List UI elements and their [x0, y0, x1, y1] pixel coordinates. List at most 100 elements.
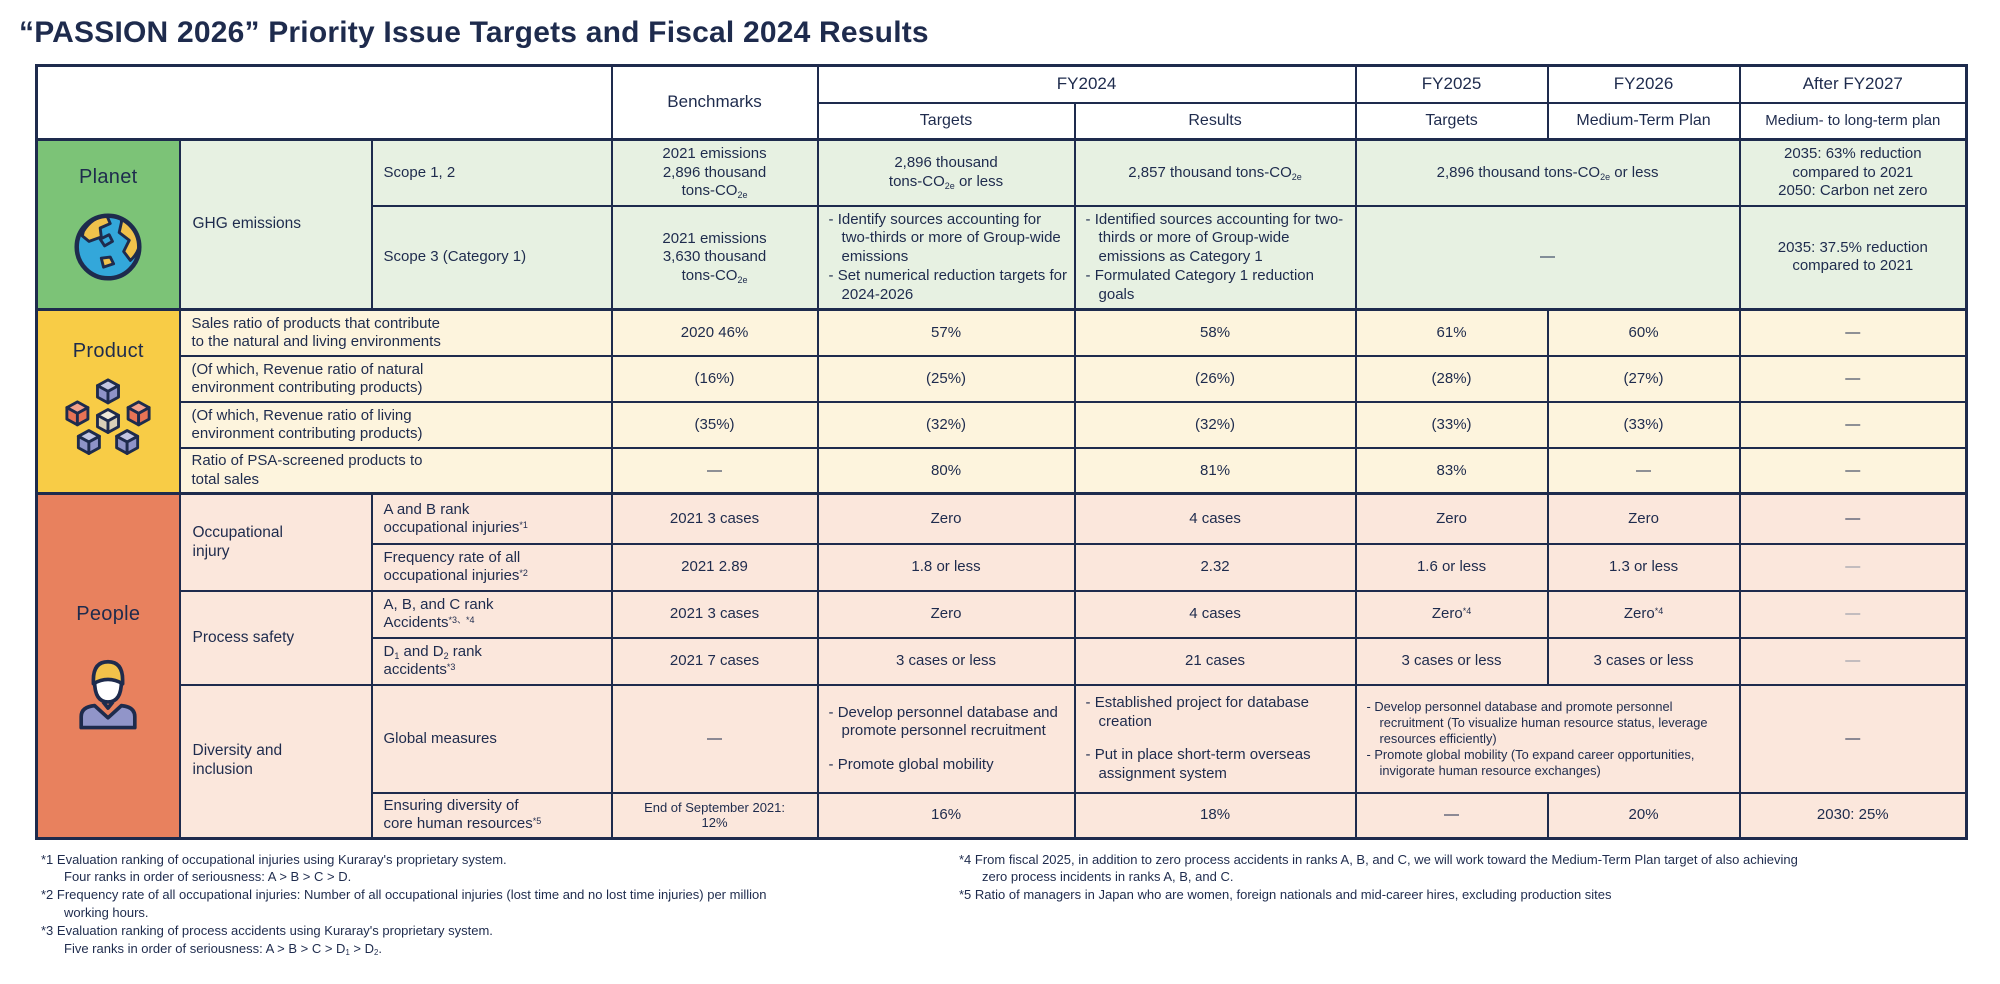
- global-measures-fy2025-26: - Develop personnel database and promote…: [1354, 683, 1741, 794]
- row-d1d2-accidents: D1 and D2 rank accidents*3 2021 7 cases 3…: [37, 636, 1968, 686]
- d1d2-accidents-benchmark: 2021 7 cases: [610, 636, 819, 686]
- ab-injuries-fy2024-target: Zero: [816, 492, 1076, 545]
- sales-ratio-fy2025: 61%: [1354, 308, 1549, 357]
- sales-ratio-fy2024-result: 58%: [1073, 308, 1357, 357]
- table-header: Benchmarks FY2024 FY2025 FY2026 After FY…: [35, 64, 1968, 141]
- frequency-fy2025: 1.6 or less: [1354, 542, 1549, 592]
- product-label: Product: [72, 339, 144, 362]
- person-icon: [69, 652, 147, 730]
- footnote-1: *1 Evaluation ranking of occupational in…: [41, 851, 507, 884]
- col-header-fy2024-results: Results: [1073, 101, 1357, 141]
- scope3-fy2024-result: - Identified sources accounting for two-…: [1073, 204, 1357, 311]
- abc-accidents-item: A, B, and C rank Accidents*3、*4: [370, 589, 613, 639]
- ab-injuries-fy2024-result: 4 cases: [1073, 492, 1357, 545]
- col-header-fy2025: FY2025: [1354, 64, 1549, 104]
- scope3-item: Scope 3 (Category 1): [370, 204, 613, 311]
- people-category-cell: People: [35, 492, 181, 840]
- psa-after-fy2027: —: [1738, 446, 1968, 495]
- row-living-env-ratio: (Of which, Revenue ratio of living enviro…: [37, 400, 1968, 449]
- report-page: “PASSION 2026” Priority Issue Targets an…: [19, 16, 1969, 958]
- sales-ratio-benchmark: 2020 46%: [610, 308, 819, 357]
- col-header-medium-long-term-plan: Medium- to long-term plan: [1738, 101, 1968, 141]
- footnotes: *1 Evaluation ranking of occupational in…: [35, 840, 1965, 958]
- row-scope-3: Scope 3 (Category 1) 2021 emissions 3,630…: [37, 204, 1968, 311]
- d1d2-accidents-fy2025: 3 cases or less: [1354, 636, 1549, 686]
- ensuring-diversity-fy2026: 20%: [1546, 791, 1741, 840]
- abc-accidents-fy2026: Zero*4: [1546, 589, 1741, 639]
- footnote-2: *2 Frequency rate of all occupational in…: [41, 887, 767, 920]
- global-measures-after-fy2027: —: [1738, 683, 1968, 794]
- col-header-medium-term-plan: Medium-Term Plan: [1546, 101, 1741, 141]
- ab-injuries-after-fy2027: —: [1738, 492, 1968, 545]
- frequency-fy2024-result: 2.32: [1073, 542, 1357, 592]
- scope12-fy2025-26: 2,896 thousand tons-CO2e or less: [1354, 138, 1741, 207]
- d1d2-accidents-fy2026: 3 cases or less: [1546, 636, 1741, 686]
- d1d2-accidents-item: D1 and D2 rank accidents*3: [370, 636, 613, 686]
- row-global-measures: Diversity and inclusion Global measures —…: [37, 683, 1968, 840]
- row-ab-injuries: People Occupational injury A and B rank oc: [35, 492, 1968, 840]
- psa-benchmark: —: [610, 446, 819, 495]
- living-env-after-fy2027: —: [1738, 400, 1968, 449]
- row-natural-env-ratio: (Of which, Revenue ratio of natural envir…: [37, 354, 1968, 403]
- natural-env-fy2024-result: (26%): [1073, 354, 1357, 403]
- row-frequency-rate: Frequency rate of all occupational injuri…: [37, 542, 1968, 592]
- people-section: People Occupational injury A and B rank oc: [35, 492, 1968, 840]
- scope3-benchmark: 2021 emissions 3,630 thousand tons-CO2e: [610, 204, 819, 311]
- ab-injuries-benchmark: 2021 3 cases: [610, 492, 819, 545]
- scope12-fy2024-result: 2,857 thousand tons-CO2e: [1073, 138, 1357, 207]
- ab-injuries-fy2025: Zero: [1354, 492, 1549, 545]
- ab-injuries-item: A and B rank occupational injuries*1: [370, 492, 613, 545]
- sales-ratio-fy2026: 60%: [1546, 308, 1741, 357]
- row-abc-accidents: Process safety A, B, and C rank Accidents…: [37, 589, 1968, 686]
- product-section: Product: [35, 308, 1968, 495]
- ensuring-diversity-fy2024-result: 18%: [1073, 791, 1357, 840]
- col-header-fy2025-targets: Targets: [1354, 101, 1549, 141]
- abc-accidents-fy2025: Zero*4: [1354, 589, 1549, 639]
- natural-env-fy2026: (27%): [1546, 354, 1741, 403]
- ab-injuries-fy2026: Zero: [1546, 492, 1741, 545]
- frequency-benchmark: 2021 2.89: [610, 542, 819, 592]
- scope12-fy2024-target: 2,896 thousand tons-CO2e or less: [816, 138, 1076, 207]
- global-measures-benchmark: —: [610, 683, 819, 794]
- sales-ratio-fy2024-target: 57%: [816, 308, 1076, 357]
- process-safety-group-label: Process safety: [178, 589, 373, 686]
- people-label: People: [76, 602, 141, 625]
- psa-fy2025: 83%: [1354, 446, 1549, 495]
- corner-cell: [35, 64, 613, 141]
- living-env-fy2025: (33%): [1354, 400, 1549, 449]
- sales-ratio-after-fy2027: —: [1738, 308, 1968, 357]
- scope12-item: Scope 1, 2: [370, 138, 613, 207]
- living-env-benchmark: (35%): [610, 400, 819, 449]
- living-env-fy2026: (33%): [1546, 400, 1741, 449]
- footnote-5: *5 Ratio of managers in Japan who are wo…: [959, 887, 1612, 903]
- ensuring-diversity-fy2024-target: 16%: [816, 791, 1076, 840]
- planet-label: Planet: [78, 165, 138, 188]
- footnote-3: *3 Evaluation ranking of process acciden…: [41, 923, 493, 958]
- frequency-fy2026: 1.3 or less: [1546, 542, 1741, 592]
- global-measures-item: Global measures: [370, 683, 613, 794]
- col-header-fy2026: FY2026: [1546, 64, 1741, 104]
- row-ensuring-diversity: Ensuring diversity of core human resource…: [37, 791, 1968, 840]
- ensuring-diversity-fy2025: —: [1354, 791, 1549, 840]
- psa-fy2024-target: 80%: [816, 446, 1076, 495]
- planet-section: Planet: [35, 137, 1968, 311]
- diversity-inclusion-group-label: Diversity and inclusion: [178, 683, 373, 840]
- product-category-cell: Product: [35, 308, 181, 495]
- planet-category-cell: Planet: [35, 137, 181, 311]
- row-psa-screened: Ratio of PSA-screened products to total s…: [37, 446, 1968, 495]
- col-header-fy2024-targets: Targets: [816, 101, 1076, 141]
- scope3-fy2025-26: —: [1354, 204, 1741, 311]
- footnotes-left: *1 Evaluation ranking of occupational in…: [41, 851, 781, 958]
- abc-accidents-fy2024-result: 4 cases: [1073, 589, 1357, 639]
- living-env-item: (Of which, Revenue ratio of living enviro…: [178, 400, 613, 449]
- ensuring-diversity-item: Ensuring diversity of core human resource…: [370, 791, 613, 840]
- frequency-after-fy2027: —: [1738, 542, 1968, 592]
- natural-env-benchmark: (16%): [610, 354, 819, 403]
- psa-fy2026: —: [1546, 446, 1741, 495]
- scope3-after-fy2027: 2035: 37.5% reduction compared to 2021: [1738, 204, 1968, 311]
- natural-env-item: (Of which, Revenue ratio of natural envir…: [178, 354, 613, 403]
- d1d2-accidents-fy2024-result: 21 cases: [1073, 636, 1357, 686]
- col-header-benchmarks: Benchmarks: [610, 64, 819, 141]
- psa-item: Ratio of PSA-screened products to total s…: [178, 446, 613, 495]
- scope12-benchmark: 2021 emissions 2,896 thousand tons-CO2e: [610, 138, 819, 207]
